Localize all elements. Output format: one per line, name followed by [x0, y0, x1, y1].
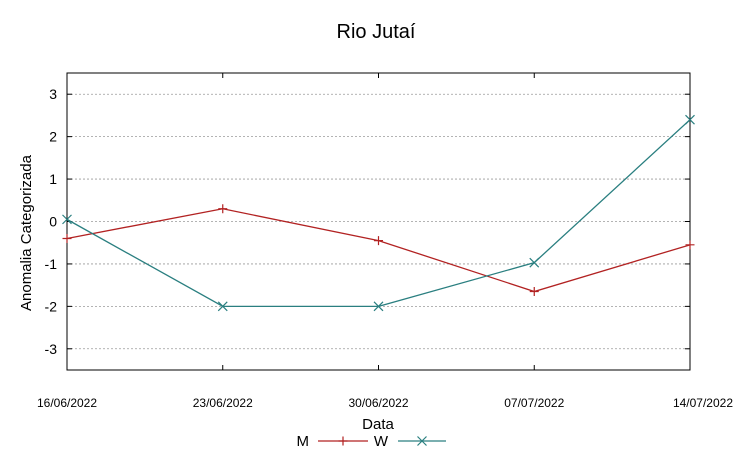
- data-point: [685, 114, 695, 125]
- chart-title: Rio Jutaí: [337, 21, 416, 43]
- data-point: [529, 287, 539, 297]
- series-line-W: [66, 119, 691, 308]
- legend-label-W: W: [374, 433, 389, 450]
- x-axis: 16/06/2022 23/06/2022 30/06/2022 07/07/2022…: [37, 73, 733, 410]
- x-tick-label: 14/07/2022: [673, 396, 733, 410]
- x-tick-label: 16/06/2022: [37, 396, 97, 410]
- data-point: [373, 301, 384, 312]
- x-tick-label: 30/06/2022: [348, 396, 408, 410]
- grid-lines: [67, 93, 690, 350]
- data-point: [218, 204, 228, 214]
- legend-marker-W: [417, 436, 427, 446]
- y-tick-label: 1: [49, 171, 57, 187]
- data-point: [62, 233, 72, 243]
- legend-marker-M: [338, 436, 348, 446]
- data-point: [529, 257, 540, 268]
- y-tick-label: -2: [45, 298, 58, 314]
- y-tick-label: 3: [49, 86, 57, 102]
- y-tick-label: -1: [45, 256, 58, 272]
- data-point: [217, 301, 228, 312]
- data-point: [374, 236, 383, 246]
- y-axis: 3 2 1 0 -1 -2 -3: [45, 86, 690, 357]
- y-axis-label: Anomalia Categorizada: [18, 154, 35, 311]
- data-point: [62, 214, 72, 225]
- data-point: [685, 240, 695, 250]
- series-group: [62, 114, 695, 312]
- x-axis-label: Data: [362, 416, 394, 433]
- y-tick-label: -3: [45, 341, 58, 357]
- x-tick-label: 23/06/2022: [193, 396, 253, 410]
- y-tick-label: 2: [49, 129, 57, 145]
- x-tick-label: 07/07/2022: [504, 396, 564, 410]
- y-tick-label: 0: [49, 214, 57, 230]
- legend-label-M: M: [297, 433, 310, 450]
